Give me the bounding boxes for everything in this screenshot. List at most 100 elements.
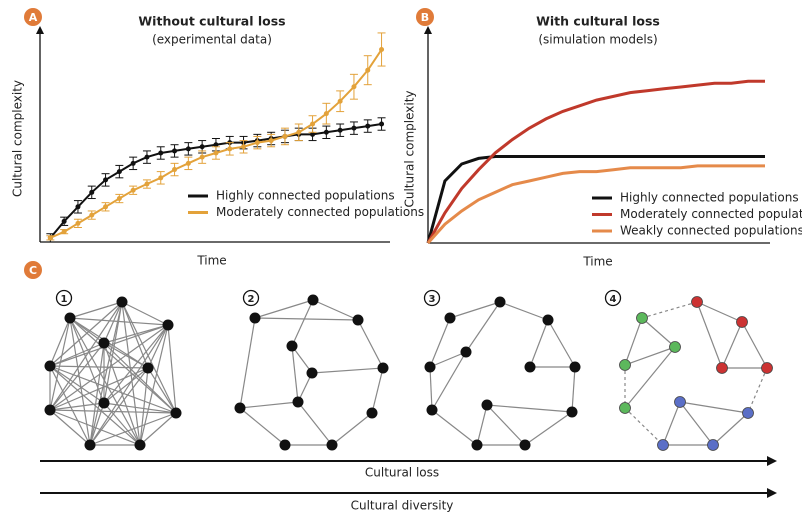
network-number: 4 <box>610 294 617 305</box>
network-edge <box>121 301 177 414</box>
network-edge <box>103 342 141 446</box>
chart-subtitle: (experimental data) <box>152 33 272 47</box>
data-point <box>47 235 53 241</box>
data-point <box>241 144 247 150</box>
network-edge <box>103 301 123 344</box>
data-point <box>89 212 95 218</box>
network-node <box>286 340 298 352</box>
network-edge <box>49 342 105 411</box>
network-edge <box>712 412 749 446</box>
network-edge <box>49 365 177 414</box>
network-edge <box>721 321 743 369</box>
network-edge-lost <box>641 301 698 319</box>
data-point <box>75 204 81 210</box>
network-edge <box>254 317 359 321</box>
x-axis-label: Time <box>196 254 226 268</box>
network-node <box>707 439 719 451</box>
network-node <box>352 314 364 326</box>
network <box>424 296 581 451</box>
data-point <box>379 46 385 52</box>
network-node <box>44 360 56 372</box>
data-point <box>282 133 288 139</box>
network-edge <box>147 324 169 369</box>
data-point <box>61 218 67 224</box>
network-edge <box>239 407 286 446</box>
network-edge <box>139 412 177 446</box>
network-edge <box>547 319 576 368</box>
network-edge <box>69 317 141 446</box>
network-edge <box>465 301 501 353</box>
network-edge <box>476 404 488 446</box>
network-edge <box>49 342 105 367</box>
data-point <box>254 140 260 146</box>
network-edge <box>121 301 141 446</box>
network-edge <box>662 401 681 446</box>
network-node <box>162 319 174 331</box>
network-edge <box>139 367 149 446</box>
network-edge <box>121 301 149 369</box>
network-node <box>674 396 686 408</box>
network-edge <box>49 365 149 369</box>
network-edge <box>49 409 177 414</box>
panel-letter: A <box>29 11 38 24</box>
network-number-badge <box>242 289 260 307</box>
data-point <box>130 160 136 166</box>
network-number: 1 <box>61 294 68 305</box>
network-edge <box>103 402 177 414</box>
network-node <box>444 312 456 324</box>
network-node <box>519 439 531 451</box>
network-edge <box>679 401 714 446</box>
data-point <box>199 154 205 160</box>
network-edge <box>429 351 467 368</box>
data-point <box>185 146 191 152</box>
network-node <box>481 399 493 411</box>
data-point <box>158 150 164 156</box>
network-edge <box>49 365 105 404</box>
network-edge <box>624 346 676 409</box>
network-edge <box>89 324 169 446</box>
network-node <box>524 361 536 373</box>
network-edge <box>311 367 384 374</box>
data-point <box>185 160 191 166</box>
network-node <box>542 314 554 326</box>
data-point <box>130 187 136 193</box>
data-point <box>75 220 81 226</box>
network-node <box>426 404 438 416</box>
chart-title: Without cultural loss <box>138 14 285 29</box>
network-edge <box>239 401 299 409</box>
network-edge <box>69 317 105 344</box>
network-edge <box>89 367 149 446</box>
network-edge <box>49 367 149 411</box>
data-point <box>61 229 67 235</box>
panel-badge <box>416 8 434 26</box>
network-node <box>134 439 146 451</box>
network-edge <box>103 342 177 414</box>
network-node <box>292 396 304 408</box>
network-node <box>116 296 128 308</box>
network-node <box>569 361 581 373</box>
network-edge <box>49 301 123 367</box>
network-node <box>64 312 76 324</box>
data-point <box>227 146 233 152</box>
panel-badge <box>24 261 42 279</box>
network-node <box>44 404 56 416</box>
network-edge <box>312 299 359 321</box>
network-edge <box>431 351 467 411</box>
network <box>619 296 773 451</box>
series-line <box>426 79 765 244</box>
network-node <box>494 296 506 308</box>
network-edge <box>297 401 333 446</box>
data-point <box>172 148 178 154</box>
network-node <box>279 439 291 451</box>
network-edge <box>89 342 105 446</box>
data-point <box>351 125 357 131</box>
network-node <box>761 362 773 374</box>
legend-label: Moderately connected populations <box>620 207 802 221</box>
network-edge <box>291 345 313 374</box>
network-edge <box>291 345 299 403</box>
network-node <box>249 312 261 324</box>
network-node <box>619 359 631 371</box>
network-edge <box>431 409 478 446</box>
network-node <box>84 439 96 451</box>
chart-title: With cultural loss <box>536 14 660 29</box>
